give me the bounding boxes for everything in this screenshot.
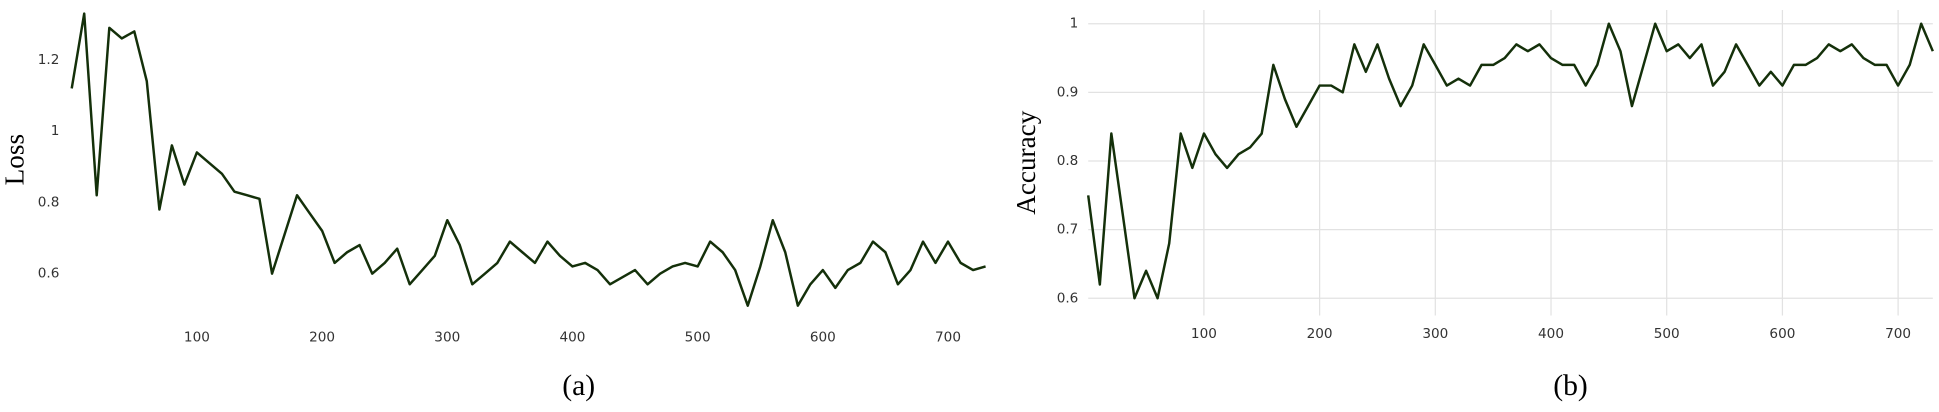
data-line xyxy=(1086,22,1934,300)
y-tick-label: 0.8 xyxy=(1057,153,1079,169)
x-tick-label: 600 xyxy=(1769,326,1795,342)
x-tick-label: 500 xyxy=(685,330,711,346)
x-tick-label: 200 xyxy=(1307,326,1333,342)
x-tick-label: 400 xyxy=(1538,326,1564,342)
y-tick-label: 0.8 xyxy=(38,194,60,210)
x-tick-label: 200 xyxy=(309,330,335,346)
y-tick-label: 0.6 xyxy=(1057,290,1079,306)
caption: (a) xyxy=(562,370,595,402)
y-tick-label: 1.2 xyxy=(38,52,60,68)
y-tick-label: 1 xyxy=(1070,16,1079,32)
x-tick-label: 400 xyxy=(559,330,585,346)
x-tick-label: 100 xyxy=(184,330,210,346)
y-tick-label: 0.6 xyxy=(38,266,60,282)
y-axis-label: Loss xyxy=(0,134,30,185)
x-tick-label: 300 xyxy=(1422,326,1448,342)
caption: (b) xyxy=(1553,370,1588,402)
y-axis-label: Accuracy xyxy=(1011,110,1041,215)
x-tick-label: 500 xyxy=(1654,326,1680,342)
y-tick-label: 1 xyxy=(51,123,60,139)
x-tick-label: 600 xyxy=(810,330,836,346)
data-line xyxy=(70,12,986,307)
x-tick-label: 700 xyxy=(935,330,961,346)
y-tick-label: 0.9 xyxy=(1057,84,1079,100)
x-tick-label: 100 xyxy=(1191,326,1217,342)
y-tick-label: 0.7 xyxy=(1057,222,1079,238)
x-tick-label: 700 xyxy=(1885,326,1911,342)
x-tick-label: 300 xyxy=(434,330,460,346)
